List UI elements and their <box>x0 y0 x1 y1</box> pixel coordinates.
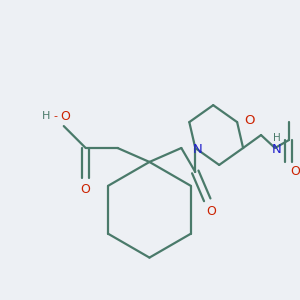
Text: N: N <box>192 143 202 157</box>
Text: N: N <box>272 143 282 157</box>
Text: O: O <box>60 110 70 123</box>
Text: H: H <box>42 111 50 121</box>
Text: O: O <box>206 205 216 218</box>
Text: H: H <box>273 133 281 143</box>
Text: O: O <box>290 165 300 178</box>
Text: O: O <box>81 183 91 196</box>
Text: -: - <box>54 111 58 121</box>
Text: O: O <box>244 114 254 127</box>
